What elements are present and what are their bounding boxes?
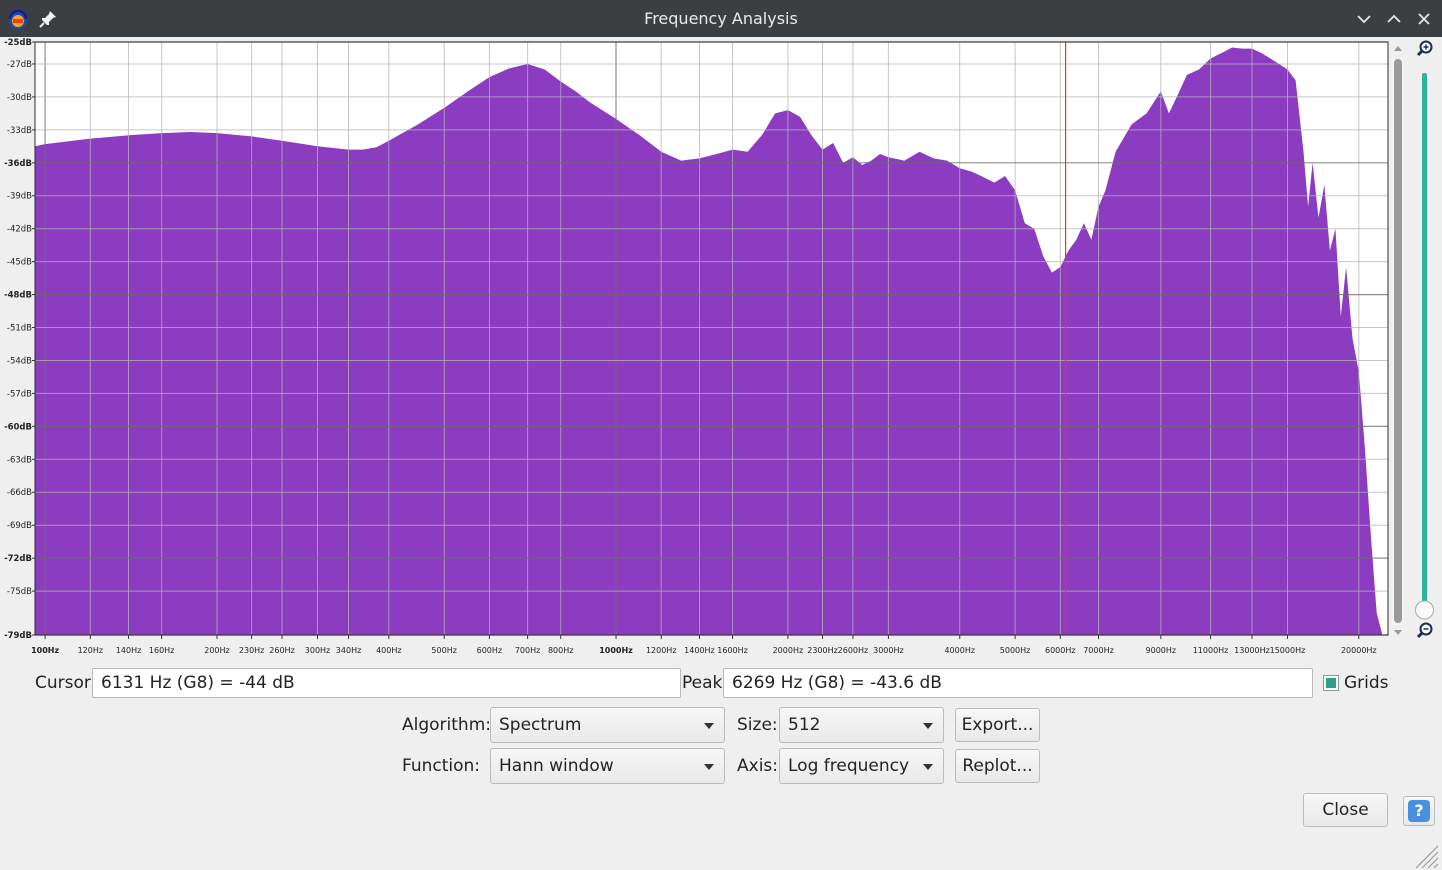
x-tick-label: 500Hz <box>431 646 456 655</box>
size-select[interactable]: 512 <box>779 707 944 743</box>
grids-checkbox[interactable] <box>1323 675 1339 691</box>
x-tick-label: 120Hz <box>78 646 103 655</box>
x-tick-label: 9000Hz <box>1146 646 1177 655</box>
x-tick-label: 6000Hz <box>1045 646 1076 655</box>
x-tick-label: 20000Hz <box>1341 646 1377 655</box>
y-tick-label: -33dB <box>7 126 32 136</box>
peak-value-field[interactable]: 6269 Hz (G8) = -43.6 dB <box>723 668 1313 698</box>
scroll-up-icon[interactable] <box>1394 46 1402 51</box>
y-tick-label: -69dB <box>7 521 32 531</box>
chevron-down-icon <box>923 764 933 770</box>
y-tick-label: -39dB <box>7 192 32 202</box>
plot-frame <box>34 41 1389 636</box>
axis-select[interactable]: Log frequency <box>779 748 944 784</box>
spectrum-area <box>35 47 1388 635</box>
x-tick-label: 260Hz <box>269 646 294 655</box>
algorithm-select-value: Spectrum <box>499 715 582 735</box>
y-tick-label: -48dB <box>4 291 32 301</box>
scroll-down-icon[interactable] <box>1394 630 1402 635</box>
axis-label: Axis: <box>737 756 778 776</box>
zoom-in-icon[interactable] <box>1416 40 1433 57</box>
x-tick-label: 7000Hz <box>1083 646 1114 655</box>
title-bar: Frequency Analysis <box>0 0 1442 37</box>
y-tick-label: -63dB <box>7 455 32 465</box>
x-tick-label: 1400Hz <box>684 646 715 655</box>
axis-select-value: Log frequency <box>788 756 910 776</box>
y-tick-label: -54dB <box>7 356 32 366</box>
x-tick-label: 160Hz <box>149 646 174 655</box>
close-button[interactable]: Close <box>1303 793 1388 827</box>
chevron-down-icon <box>923 723 933 729</box>
x-tick-label: 230Hz <box>239 646 264 655</box>
cursor-value-field[interactable]: 6131 Hz (G8) = -44 dB <box>92 668 681 698</box>
x-tick-label: 800Hz <box>548 646 573 655</box>
x-tick-label: 340Hz <box>336 646 361 655</box>
y-tick-label: -57dB <box>7 389 32 399</box>
replot-button[interactable]: Replot... <box>955 749 1040 783</box>
y-tick-label: -51dB <box>7 324 32 334</box>
help-button[interactable]: ? <box>1403 796 1435 826</box>
x-tick-label: 300Hz <box>305 646 330 655</box>
y-tick-label: -75dB <box>7 587 32 597</box>
x-tick-label: 2600Hz <box>838 646 869 655</box>
x-tick-label: 4000Hz <box>944 646 975 655</box>
x-tick-label: 13000Hz <box>1234 646 1270 655</box>
zoom-out-icon[interactable] <box>1416 622 1433 639</box>
size-label: Size: <box>737 715 778 735</box>
function-select-value: Hann window <box>499 756 614 776</box>
y-tick-label: -25dB <box>4 38 32 48</box>
audacity-logo-icon[interactable] <box>6 7 30 31</box>
peak-label: Peak: <box>682 673 729 693</box>
y-tick-label: -42dB <box>7 225 32 235</box>
help-icon: ? <box>1408 800 1430 822</box>
algorithm-label: Algorithm: <box>402 715 491 735</box>
y-tick-label: -66dB <box>7 488 32 498</box>
y-tick-label: -45dB <box>7 258 32 268</box>
x-tick-label: 11000Hz <box>1193 646 1229 655</box>
vertical-scrollbar-thumb[interactable] <box>1394 59 1402 623</box>
checkbox-checked-mark <box>1326 678 1336 688</box>
x-tick-label: 1600Hz <box>717 646 748 655</box>
function-label: Function: <box>402 756 481 776</box>
zoom-slider-track[interactable] <box>1422 73 1427 607</box>
chevron-down-icon <box>704 764 714 770</box>
algorithm-select[interactable]: Spectrum <box>490 707 725 743</box>
x-tick-label: 5000Hz <box>1000 646 1031 655</box>
y-tick-label: -60dB <box>4 422 32 432</box>
x-tick-label: 1000Hz <box>599 646 633 655</box>
close-icon[interactable] <box>1412 7 1436 31</box>
resize-grip-icon[interactable] <box>1412 842 1440 868</box>
x-tick-label: 2000Hz <box>773 646 804 655</box>
minimize-icon[interactable] <box>1352 7 1376 31</box>
pin-icon[interactable] <box>36 7 60 31</box>
window-title: Frequency Analysis <box>644 9 798 28</box>
y-tick-label: -36dB <box>4 159 32 169</box>
x-tick-label: 140Hz <box>116 646 141 655</box>
y-tick-label: -27dB <box>7 60 32 70</box>
maximize-icon[interactable] <box>1382 7 1406 31</box>
cursor-label: Cursor: <box>35 673 97 693</box>
x-tick-label: 100Hz <box>31 646 59 655</box>
x-tick-label: 3000Hz <box>873 646 904 655</box>
spectrum-plot[interactable]: -25dB -27dB -30dB -33dB -36dB -39dB -42dB -45dB… <box>0 37 1442 660</box>
vertical-zoom-panel <box>1415 40 1434 639</box>
size-select-value: 512 <box>788 715 821 735</box>
y-tick-label: -30dB <box>7 93 32 103</box>
y-tick-label: -72dB <box>4 554 32 564</box>
x-tick-label: 600Hz <box>477 646 502 655</box>
x-tick-label: 200Hz <box>204 646 229 655</box>
zoom-slider-handle[interactable] <box>1415 600 1434 620</box>
grids-label[interactable]: Grids <box>1344 673 1389 693</box>
x-tick-label: 400Hz <box>376 646 401 655</box>
y-tick-label: -79dB <box>4 631 32 641</box>
export-button[interactable]: Export... <box>955 708 1040 742</box>
function-select[interactable]: Hann window <box>490 748 725 784</box>
spectrum-chart[interactable]: -25dB -27dB -30dB -33dB -36dB -39dB -42dB -45dB… <box>0 37 1412 660</box>
x-tick-label: 700Hz <box>515 646 540 655</box>
x-tick-label: 15000Hz <box>1270 646 1306 655</box>
x-tick-label: 1200Hz <box>646 646 677 655</box>
chevron-down-icon <box>704 723 714 729</box>
x-tick-label: 2300Hz <box>807 646 838 655</box>
